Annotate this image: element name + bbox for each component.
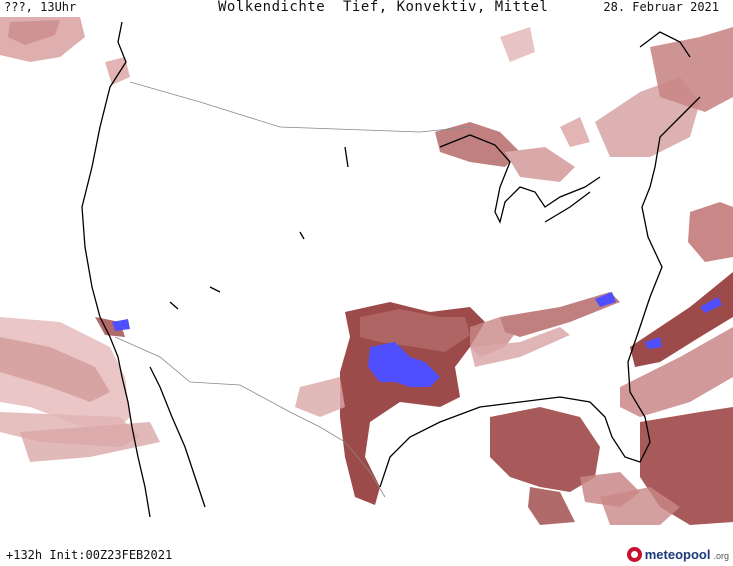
cloud-layer	[0, 17, 733, 525]
brand-tld: .org	[713, 550, 729, 561]
footer: +132h Init:00Z23FEB2021 meteopool .org	[0, 540, 733, 566]
forecast-info: +132h Init:00Z23FEB2021	[6, 548, 173, 562]
map-title: Wolkendichte Tief, Konvektiv, Mittel	[218, 0, 549, 15]
great-lakes-shore	[439, 134, 601, 224]
valid-date: 28. Februar 2021	[603, 0, 719, 14]
cloud-area-great-lakes	[435, 122, 520, 167]
brand-name: meteopool	[644, 546, 711, 562]
run-time-label: ???, 13Uhr	[4, 0, 77, 14]
convective-area-texas	[368, 342, 440, 387]
gulf-coast	[379, 96, 701, 488]
logo-icon	[626, 546, 642, 562]
border-layer	[114, 81, 471, 498]
canada-border	[129, 81, 471, 133]
coastline-layer	[81, 21, 701, 518]
baja-coast	[149, 366, 206, 508]
west-coast	[81, 21, 151, 518]
mexico-border	[114, 336, 386, 498]
header: ???, 13Uhr Wolkendichte Tief, Konvektiv,…	[0, 0, 733, 17]
convective-layer	[112, 292, 722, 387]
weather-map[interactable]	[0, 17, 733, 525]
map-canvas	[0, 17, 733, 525]
brand-logo[interactable]: meteopool .org	[626, 545, 729, 563]
cloud-area-ohio-valley	[500, 292, 620, 337]
cloud-area-gulf	[490, 407, 600, 492]
